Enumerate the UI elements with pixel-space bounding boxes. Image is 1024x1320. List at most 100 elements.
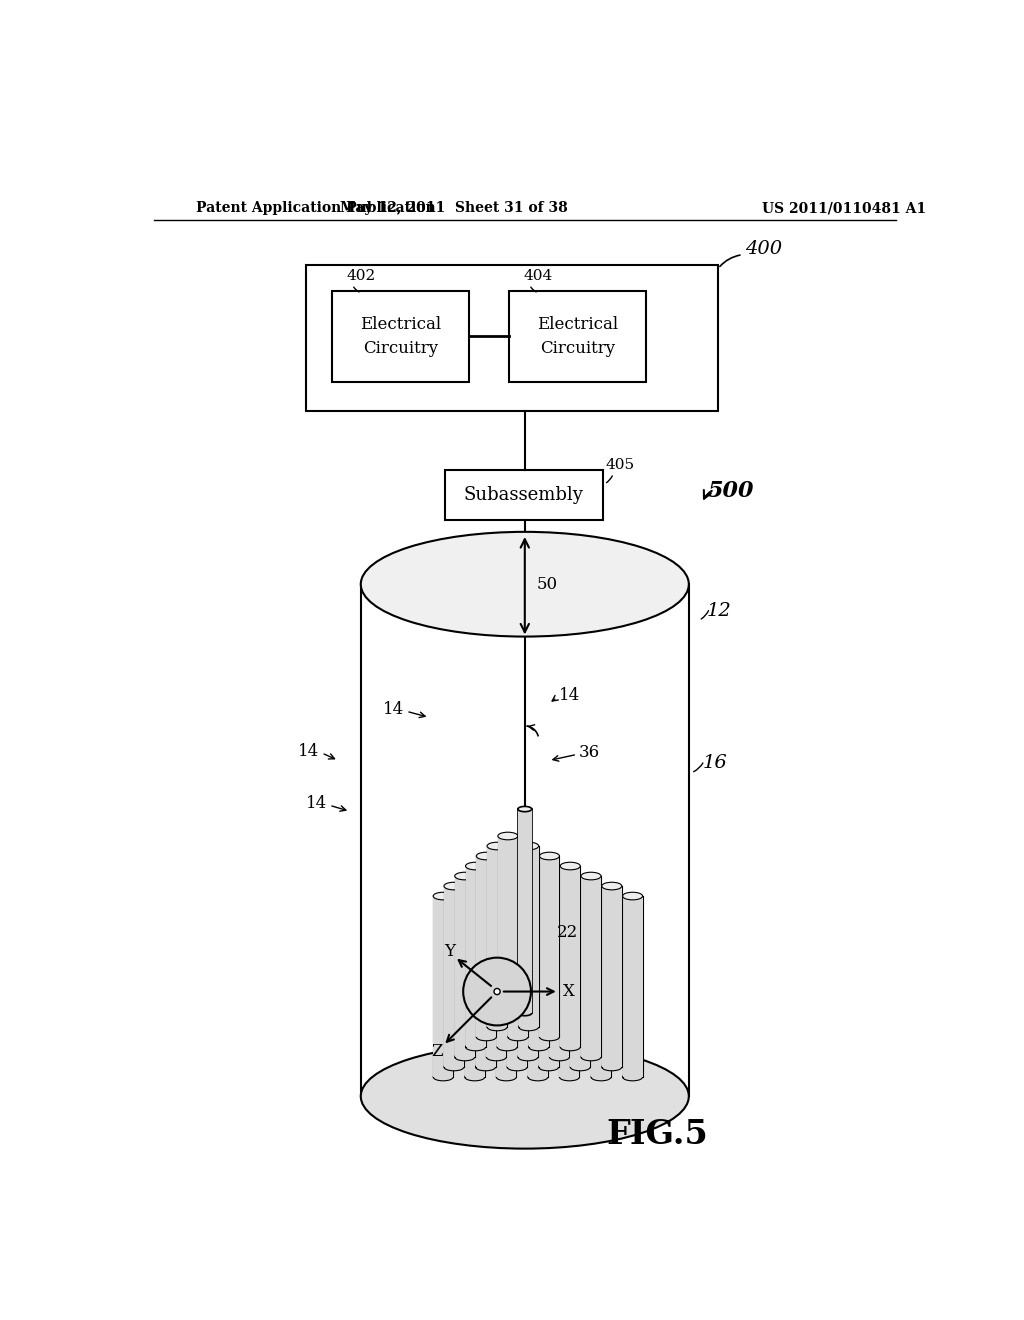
Text: Z: Z [431,1043,442,1060]
Bar [497,896,516,1077]
Bar [602,886,622,1067]
Text: 402: 402 [346,269,376,284]
Bar [549,906,568,1088]
Circle shape [494,989,500,995]
Ellipse shape [516,932,537,940]
Ellipse shape [507,1063,527,1071]
Ellipse shape [475,1063,496,1071]
Bar [538,916,558,1097]
Text: Patent Application Publication: Patent Application Publication [196,202,435,215]
Ellipse shape [497,1043,517,1051]
Bar [485,906,506,1088]
Bar [455,876,475,1057]
Ellipse shape [506,912,526,920]
Bar [496,927,515,1107]
Ellipse shape [508,1034,528,1040]
Text: 14: 14 [383,701,403,718]
Ellipse shape [486,1053,506,1061]
Ellipse shape [581,903,600,909]
Ellipse shape [444,882,464,890]
Bar [558,956,578,1137]
Bar [518,876,538,1057]
Bar [486,876,506,1057]
Ellipse shape [496,1104,515,1111]
Ellipse shape [518,873,538,880]
Bar [454,906,474,1088]
Ellipse shape [580,932,599,940]
Ellipse shape [611,903,632,909]
Ellipse shape [518,807,531,812]
Ellipse shape [486,873,506,880]
Ellipse shape [558,952,578,960]
Bar [560,866,581,1047]
Ellipse shape [602,882,622,890]
Bar [516,936,537,1117]
Ellipse shape [550,1053,569,1061]
Ellipse shape [507,882,527,890]
Bar [528,896,548,1077]
Bar [601,916,621,1097]
Ellipse shape [487,842,507,850]
Ellipse shape [581,1053,601,1061]
Text: 22: 22 [556,924,578,941]
Text: Subassembly: Subassembly [464,486,584,504]
Ellipse shape [454,1084,474,1090]
Ellipse shape [548,1113,568,1121]
Ellipse shape [465,1073,484,1081]
Ellipse shape [475,1093,495,1101]
Text: 12: 12 [707,602,731,620]
Ellipse shape [517,1084,538,1090]
Bar [517,906,538,1088]
Ellipse shape [623,892,643,900]
Ellipse shape [360,1044,689,1148]
Bar [559,896,580,1077]
Ellipse shape [360,532,689,636]
Bar [527,927,547,1107]
Text: 50: 50 [537,576,557,593]
Bar [581,876,601,1057]
Ellipse shape [497,862,517,870]
Ellipse shape [540,1034,559,1040]
Bar [538,946,557,1127]
Ellipse shape [611,1084,632,1090]
Ellipse shape [538,942,557,950]
Ellipse shape [538,1093,558,1101]
Bar [518,846,539,1027]
Bar [581,906,600,1088]
Bar [570,886,590,1067]
Bar [528,866,549,1047]
Ellipse shape [475,882,496,890]
Ellipse shape [569,1093,590,1101]
Ellipse shape [623,1073,643,1081]
Ellipse shape [568,1123,589,1131]
Bar [591,896,611,1077]
Bar [444,886,464,1067]
Ellipse shape [590,923,610,929]
Text: 400: 400 [745,240,782,259]
Ellipse shape [528,862,549,870]
Ellipse shape [455,1053,475,1061]
Bar [559,927,579,1107]
Ellipse shape [527,923,547,929]
Bar [518,809,531,1014]
Ellipse shape [560,862,581,870]
Bar [580,936,599,1117]
Ellipse shape [466,1043,485,1051]
Ellipse shape [475,912,495,920]
Ellipse shape [498,832,518,840]
Ellipse shape [550,873,569,880]
Ellipse shape [569,912,590,920]
Text: Electrical
Circuitry: Electrical Circuitry [538,315,618,356]
Bar [360,585,689,1096]
Bar [498,836,518,1016]
Bar [611,906,632,1088]
Ellipse shape [549,903,568,909]
Ellipse shape [539,1063,559,1071]
Ellipse shape [539,882,559,890]
Bar [508,857,528,1038]
Ellipse shape [527,1104,547,1111]
Ellipse shape [570,882,590,890]
Ellipse shape [560,1043,581,1051]
Ellipse shape [581,1084,600,1090]
Ellipse shape [518,1011,531,1015]
